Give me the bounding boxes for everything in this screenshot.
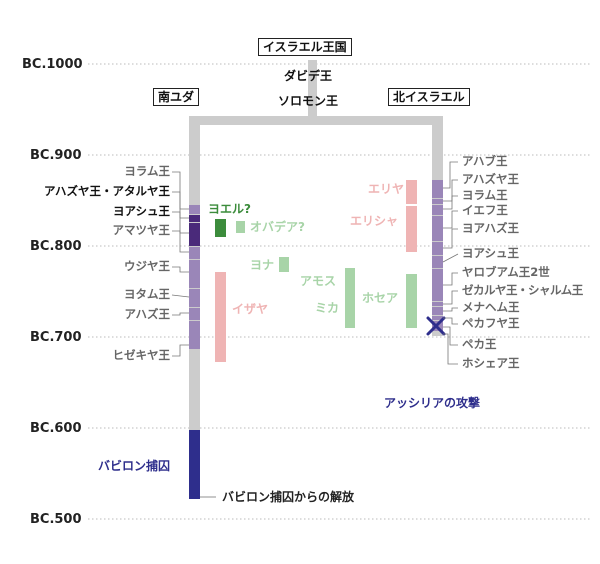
king-david-label: ダビデ王 — [284, 69, 333, 83]
south-bar-jotham — [189, 289, 200, 307]
south-bar-joash — [189, 223, 200, 246]
north-bar-joram — [432, 205, 443, 215]
hosea-bar — [406, 274, 417, 328]
obadiah-bar — [236, 221, 245, 233]
north-king-pekah: ペカ王 — [462, 337, 497, 351]
year-label-800: BC.800 — [30, 239, 82, 254]
south-king-hezekiah: ヒゼキヤ王 — [112, 348, 171, 362]
south-king-bars — [189, 205, 200, 349]
south-bar-hezekiah — [189, 321, 200, 349]
south-king-jotham: ヨタム王 — [124, 287, 170, 301]
north-israel-label: 北イスラエル — [388, 88, 470, 106]
elijah-bar — [406, 180, 417, 204]
prophet-hosea-label: ホセア — [362, 291, 399, 305]
north-bar-jehu — [432, 216, 443, 241]
north-king-jehu: イエフ王 — [462, 203, 508, 217]
south-bar-uzziah — [189, 260, 200, 288]
north-king-hoshea: ホシェア王 — [462, 356, 520, 370]
cross-mark-icon — [426, 316, 446, 336]
prophet-elisha-label: エリシャ — [350, 214, 399, 228]
prophet-isaiah-label: イザヤ — [232, 302, 269, 316]
year-label-1000: BC.1000 — [22, 57, 83, 72]
north-king-ahaziah: アハズヤ王 — [462, 172, 520, 186]
south-king-joram: ヨラム王 — [124, 164, 170, 178]
south-bar-ahaz — [189, 308, 200, 320]
year-label-500: BC.500 — [30, 512, 82, 527]
year-label-600: BC.600 — [30, 421, 82, 436]
prophet-jonah-label: ヨナ — [250, 258, 275, 272]
south-king-amaziah: アマツヤ王 — [112, 223, 171, 237]
king-solomon-label: ソロモン王 — [278, 94, 339, 108]
prophet-joel-label: ヨエル? — [208, 202, 251, 216]
north-king-jehoahaz: ヨアハズ王 — [462, 221, 520, 235]
north-leader-lines — [442, 161, 459, 365]
joel-bar — [215, 219, 226, 237]
north-bar-jeroboam2 — [432, 269, 443, 301]
south-judah-label: 南ユダ — [153, 88, 200, 106]
north-king-pekahiah: ペカフヤ王 — [462, 316, 520, 330]
south-bar-joram — [189, 205, 200, 214]
south-king-joash: ヨアシュ王 — [112, 204, 170, 218]
south-bar-ahaziah — [189, 215, 200, 222]
exile-release-label: バビロン捕囚からの解放 — [222, 490, 355, 504]
year-gridlines — [88, 63, 592, 520]
north-king-jeroboam2: ヤロブアム王2世 — [462, 265, 550, 279]
north-king-menahem: メナヘム王 — [462, 300, 520, 314]
north-bar-jehoahaz — [432, 242, 443, 255]
year-label-900: BC.900 — [30, 148, 82, 163]
south-king-uzziah: ウジヤ王 — [124, 259, 170, 273]
united-kingdom-label: イスラエル王国 — [258, 38, 352, 56]
prophet-elijah-label: エリヤ — [368, 182, 405, 196]
north-bar-ahab — [432, 180, 443, 198]
south-king-ahaziah-athaliah: アハズヤ王・アタルヤ王 — [43, 184, 170, 198]
isaiah-bar — [215, 272, 226, 362]
babylonian-exile-label: バビロン捕囚 — [98, 459, 171, 473]
north-bar-pekahiah — [432, 316, 443, 320]
prophet-micah-label: ミカ — [315, 301, 340, 315]
south-bar-amaziah — [189, 247, 200, 259]
prophet-amos-label: アモス — [300, 274, 337, 288]
south-king-ahaz: アハズ王 — [124, 307, 170, 321]
jonah-bar — [279, 257, 289, 272]
assyria-attack-label: アッシリアの攻撃 — [384, 396, 481, 410]
north-king-joram: ヨラム王 — [462, 188, 508, 202]
split-bar — [189, 116, 443, 125]
prophet-bars — [215, 180, 417, 362]
north-king-zechariah-shallum: ゼカルヤ王・シャルム王 — [462, 283, 583, 297]
year-label-700: BC.700 — [30, 330, 82, 345]
united-kingdom-bar — [308, 60, 317, 120]
elisha-bar — [406, 206, 417, 252]
prophet-obadiah-label: オバデア? — [250, 220, 305, 234]
north-bar-ahaziah — [432, 199, 443, 204]
exile-bar — [189, 430, 200, 499]
north-bar-menahem — [432, 307, 443, 315]
north-king-joash: ヨアシュ王 — [462, 246, 520, 260]
amos-micah-bar — [345, 268, 355, 328]
north-king-ahab: アハブ王 — [462, 154, 508, 168]
north-bar-zechariah — [432, 302, 443, 306]
north-bar-joash — [432, 256, 443, 268]
south-leader-lines — [171, 171, 216, 498]
